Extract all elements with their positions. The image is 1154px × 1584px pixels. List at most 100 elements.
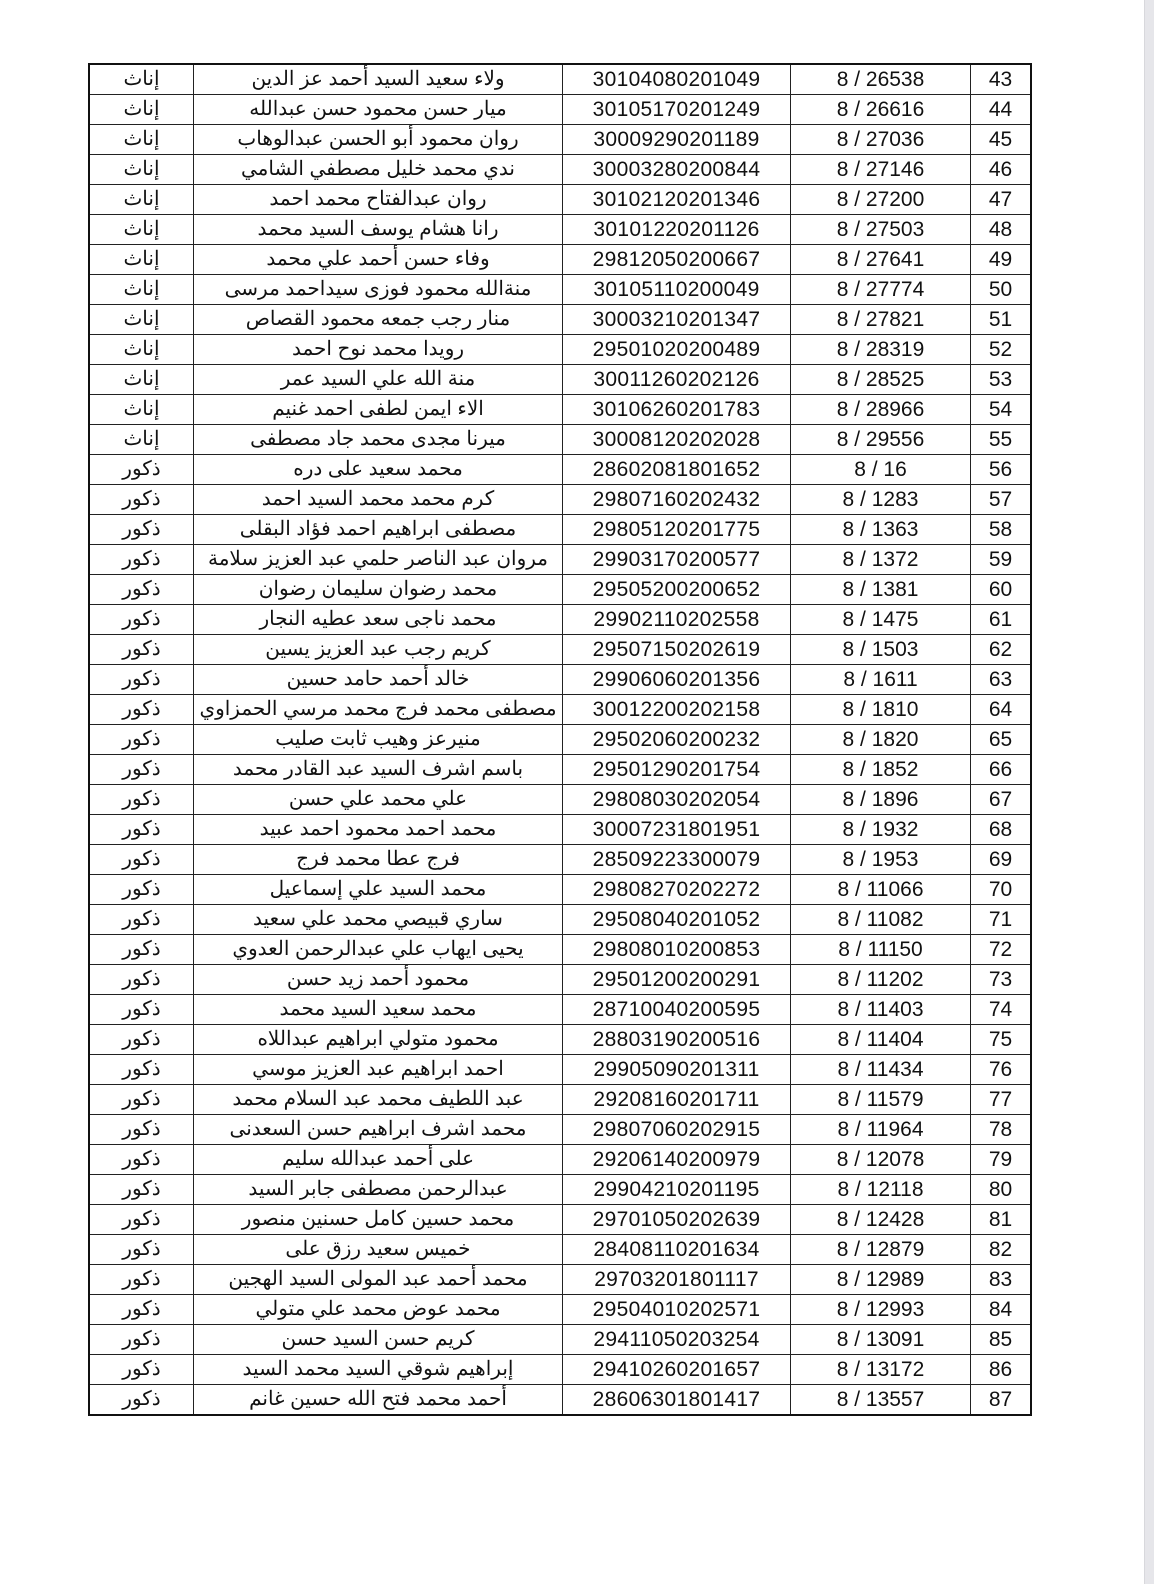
registration-number-cell: 8 / 13172 [790, 1354, 971, 1385]
registration-number-cell: 8 / 1932 [790, 814, 971, 845]
name-cell: منار رجب جمعه محمود القصاص [193, 304, 563, 335]
registration-number-cell: 8 / 28525 [790, 364, 971, 395]
table-row: ذكور ساري قبيصي محمد علي سعيد 295080402010… [88, 904, 1032, 935]
name-cell: محمد سعيد على دره [193, 454, 563, 485]
registration-number-cell: 8 / 11434 [790, 1054, 971, 1085]
gender-cell: ذكور [88, 454, 194, 485]
row-number-cell: 60 [970, 574, 1032, 605]
row-number-cell: 83 [970, 1264, 1032, 1295]
gender-cell: ذكور [88, 1264, 194, 1295]
row-number-cell: 73 [970, 964, 1032, 995]
registration-number-cell: 8 / 1953 [790, 844, 971, 875]
table-row: إناث ندي محمد خليل مصطفي الشامي 3000328020… [88, 154, 1032, 185]
national-id-cell: 28602081801652 [562, 454, 791, 485]
gender-cell: ذكور [88, 1084, 194, 1115]
table-row: ذكور خالد أحمد حامد حسين 29906060201356 8 /… [88, 664, 1032, 695]
row-number-cell: 86 [970, 1354, 1032, 1385]
national-id-cell: 29410260201657 [562, 1354, 791, 1385]
row-number-cell: 85 [970, 1324, 1032, 1355]
name-cell: كريم رجب عبد العزيز يسين [193, 634, 563, 665]
registration-number-cell: 8 / 12428 [790, 1204, 971, 1235]
gender-cell: إناث [88, 244, 194, 275]
table-row: إناث ولاء سعيد السيد أحمد عز الدين 3010408… [88, 63, 1032, 95]
scrollbar[interactable] [1144, 0, 1154, 1584]
national-id-cell: 28408110201634 [562, 1234, 791, 1265]
name-cell: محمود متولي ابراهيم عبداللاه [193, 1024, 563, 1055]
national-id-cell: 28509223300079 [562, 844, 791, 875]
registration-number-cell: 8 / 26538 [790, 63, 971, 95]
table-row: ذكور مصطفى محمد فرج محمد مرسي الحمزاوي 300… [88, 694, 1032, 725]
row-number-cell: 77 [970, 1084, 1032, 1115]
national-id-cell: 29504010202571 [562, 1294, 791, 1325]
registration-number-cell: 8 / 1820 [790, 724, 971, 755]
registration-number-cell: 8 / 12989 [790, 1264, 971, 1295]
gender-cell: ذكور [88, 904, 194, 935]
national-id-cell: 28606301801417 [562, 1384, 791, 1416]
name-cell: خالد أحمد حامد حسين [193, 664, 563, 695]
table-row: إناث روان محمود أبو الحسن عبدالوهاب 300092… [88, 124, 1032, 155]
row-number-cell: 82 [970, 1234, 1032, 1265]
national-id-cell: 30106260201783 [562, 394, 791, 425]
national-id-cell: 29808010200853 [562, 934, 791, 965]
name-cell: على أحمد عبدالله سليم [193, 1144, 563, 1175]
table-row: ذكور محمد عوض محمد علي متولي 2950401020257… [88, 1294, 1032, 1325]
table-row: ذكور احمد ابراهيم عبد العزيز موسي 29905090… [88, 1054, 1032, 1085]
registration-number-cell: 8 / 12879 [790, 1234, 971, 1265]
registration-number-cell: 8 / 11066 [790, 874, 971, 905]
national-id-cell: 30012200202158 [562, 694, 791, 725]
registration-number-cell: 8 / 13557 [790, 1384, 971, 1416]
gender-cell: ذكور [88, 1324, 194, 1355]
name-cell: محمد السيد علي إسماعيل [193, 874, 563, 905]
gender-cell: ذكور [88, 1234, 194, 1265]
table-row: ذكور محمد رضوان سليمان رضوان 2950520020065… [88, 574, 1032, 605]
national-id-cell: 29807060202915 [562, 1114, 791, 1145]
table-row: ذكور محمد ناجى سعد عطيه النجار 29902110202… [88, 604, 1032, 635]
name-cell: احمد ابراهيم عبد العزيز موسي [193, 1054, 563, 1085]
registration-number-cell: 8 / 1475 [790, 604, 971, 635]
row-number-cell: 67 [970, 784, 1032, 815]
national-id-cell: 30104080201049 [562, 63, 791, 95]
gender-cell: إناث [88, 424, 194, 455]
registration-number-cell: 8 / 1503 [790, 634, 971, 665]
name-cell: عبد اللطيف محمد عبد السلام محمد [193, 1084, 563, 1115]
registration-number-cell: 8 / 1896 [790, 784, 971, 815]
row-number-cell: 49 [970, 244, 1032, 275]
national-id-cell: 28710040200595 [562, 994, 791, 1025]
row-number-cell: 52 [970, 334, 1032, 365]
registration-number-cell: 8 / 11579 [790, 1084, 971, 1115]
gender-cell: إناث [88, 63, 194, 95]
registration-number-cell: 8 / 13091 [790, 1324, 971, 1355]
row-number-cell: 78 [970, 1114, 1032, 1145]
table-row: ذكور إبراهيم شوقي السيد محمد السيد 2941026… [88, 1354, 1032, 1385]
registration-number-cell: 8 / 11404 [790, 1024, 971, 1055]
name-cell: محمود أحمد زيد حسن [193, 964, 563, 995]
table-row: إناث رانا هشام يوسف السيد محمد 30101220201… [88, 214, 1032, 245]
row-number-cell: 51 [970, 304, 1032, 335]
national-id-cell: 29805120201775 [562, 514, 791, 545]
name-cell: ميرنا مجدى محمد جاد مصطفى [193, 424, 563, 455]
table-row: إناث ميار حسن محمود حسن عبدالله 3010517020… [88, 94, 1032, 125]
table-row: ذكور كرم محمد محمد السيد احمد 298071602024… [88, 484, 1032, 515]
name-cell: محمد احمد محمود احمد عبيد [193, 814, 563, 845]
row-number-cell: 44 [970, 94, 1032, 125]
national-id-cell: 30101220201126 [562, 214, 791, 245]
table-row: إناث منة الله علي السيد عمر 30011260202126… [88, 364, 1032, 395]
table-row: ذكور فرج عطا محمد فرج 28509223300079 8 / 19… [88, 844, 1032, 875]
name-cell: كريم حسن السيد حسن [193, 1324, 563, 1355]
gender-cell: ذكور [88, 664, 194, 695]
gender-cell: ذكور [88, 1114, 194, 1145]
name-cell: محمد رضوان سليمان رضوان [193, 574, 563, 605]
gender-cell: ذكور [88, 604, 194, 635]
national-id-cell: 29502060200232 [562, 724, 791, 755]
gender-cell: ذكور [88, 994, 194, 1025]
gender-cell: ذكور [88, 1384, 194, 1416]
table-row: ذكور مروان عبد الناصر حلمي عبد العزيز سلا… [88, 544, 1032, 575]
name-cell: منةالله محمود فوزى سيداحمد مرسى [193, 274, 563, 305]
table-row: ذكور أحمد محمد فتح الله حسين غانم 28606301… [88, 1384, 1032, 1416]
name-cell: عبدالرحمن مصطفى جابر السيد [193, 1174, 563, 1205]
name-cell: يحيى ايهاب علي عبدالرحمن العدوي [193, 934, 563, 965]
gender-cell: إناث [88, 214, 194, 245]
table-row: ذكور منيرعز وهيب ثابت صليب 29502060200232 8… [88, 724, 1032, 755]
table-row: ذكور عبد اللطيف محمد عبد السلام محمد 29208… [88, 1084, 1032, 1115]
registration-number-cell: 8 / 11202 [790, 964, 971, 995]
